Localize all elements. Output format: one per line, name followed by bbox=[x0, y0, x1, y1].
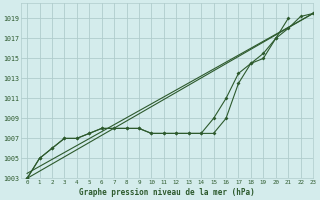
X-axis label: Graphe pression niveau de la mer (hPa): Graphe pression niveau de la mer (hPa) bbox=[79, 188, 255, 197]
